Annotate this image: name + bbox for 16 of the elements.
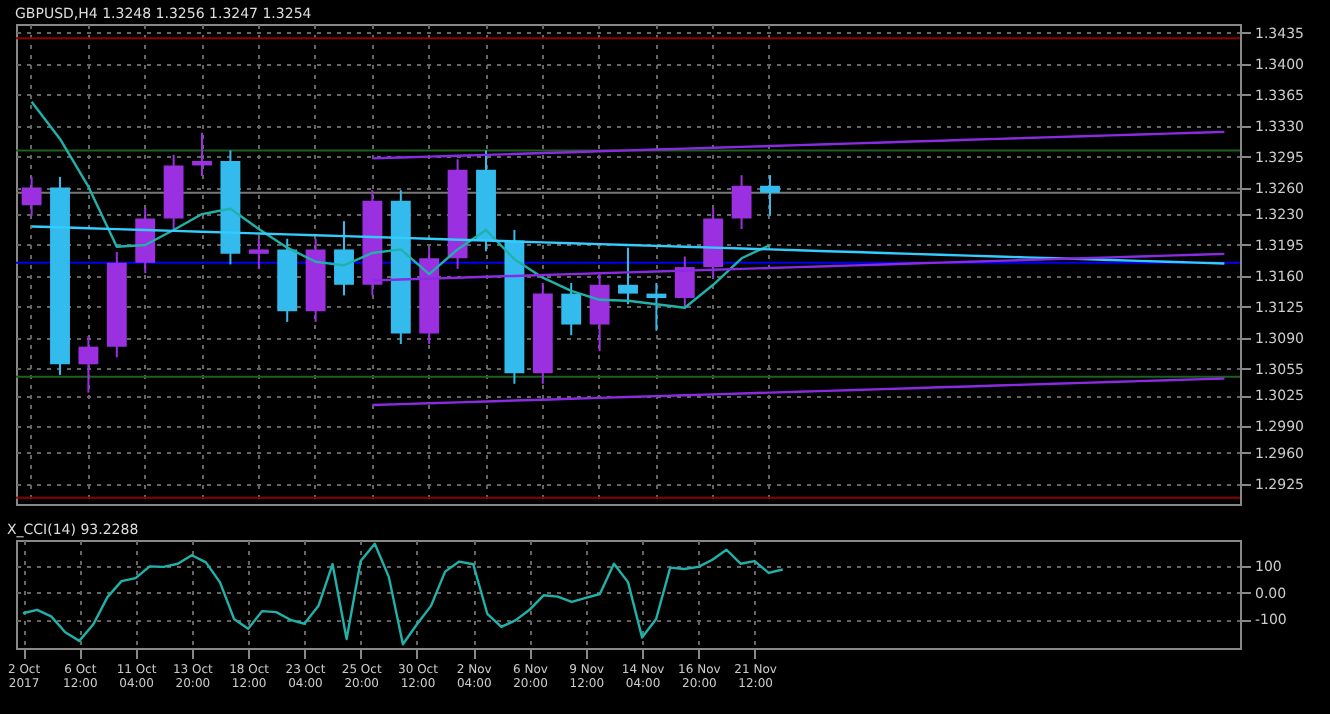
candlestick [589,273,610,353]
candlestick [561,282,582,337]
candlestick [731,174,752,231]
candlestick [674,255,695,310]
candlestick [646,282,667,332]
candlestick [192,131,212,178]
line-series [371,377,1226,407]
candlestick [248,237,269,270]
candlestick [334,220,354,297]
line-series [371,130,1226,160]
candlestick [78,335,99,394]
candlestick [21,175,42,217]
line-series [21,542,784,646]
candlestick [760,174,780,217]
candlestick [618,246,638,306]
candlestick [135,206,156,275]
